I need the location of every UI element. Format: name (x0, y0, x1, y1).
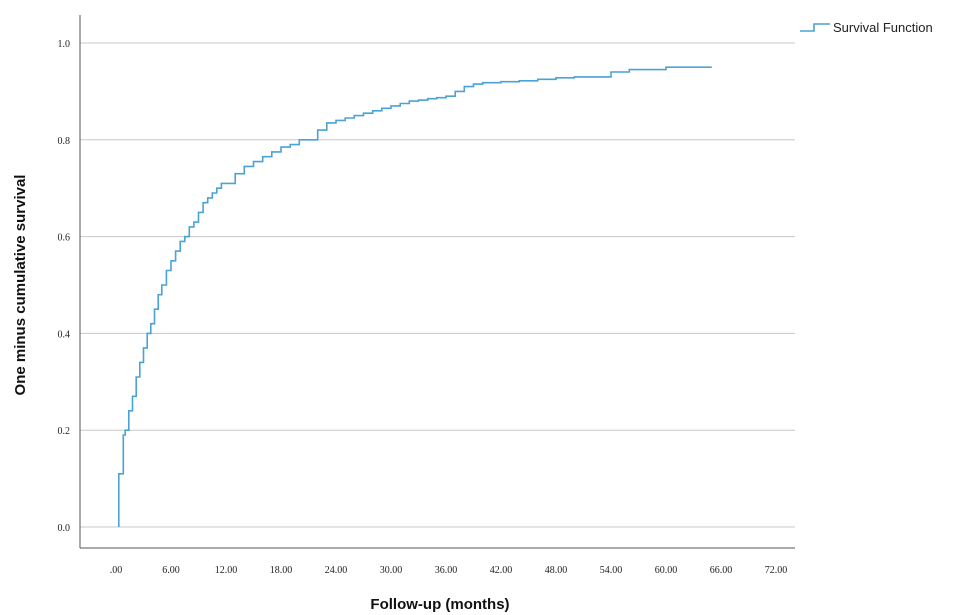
x-tick-label: 24.00 (325, 565, 348, 576)
y-tick-labels: 0.0 0.2 0.4 0.6 0.8 1.0 (58, 39, 71, 534)
y-tick-label: 0.6 (58, 233, 71, 244)
x-tick-labels: .00 6.00 12.00 18.00 24.00 30.00 36.00 42.00 48.… (110, 565, 788, 576)
series-layer (118, 66, 712, 527)
x-tick-label: 36.00 (435, 565, 458, 576)
y-tick-label: 0.8 (58, 136, 71, 147)
y-tick-label: 0.0 (58, 523, 71, 534)
grid-lines (80, 42, 795, 528)
x-tick-label: 60.00 (655, 565, 678, 576)
x-tick-label: 66.00 (710, 565, 733, 576)
x-tick-label: 72.00 (765, 565, 788, 576)
x-tick-label: 18.00 (270, 565, 293, 576)
x-tick-label: 54.00 (600, 565, 623, 576)
y-tick-label: 0.4 (58, 329, 71, 340)
y-axis-title: One minus cumulative survival (12, 175, 29, 396)
x-tick-label: 12.00 (215, 565, 238, 576)
x-tick-label: 42.00 (490, 565, 513, 576)
y-tick-label: 0.2 (58, 426, 71, 437)
axes (79, 15, 795, 549)
x-tick-label: 30.00 (380, 565, 403, 576)
series-line-0 (118, 66, 712, 527)
legend-label: Survival Function (833, 20, 933, 35)
legend-swatch (800, 23, 830, 32)
x-tick-label: .00 (110, 565, 123, 576)
legend: Survival Function (800, 20, 933, 35)
x-axis-title: Follow-up (months) (370, 596, 509, 613)
x-tick-label: 6.00 (162, 565, 180, 576)
x-tick-label: 48.00 (545, 565, 568, 576)
y-tick-label: 1.0 (58, 39, 71, 50)
